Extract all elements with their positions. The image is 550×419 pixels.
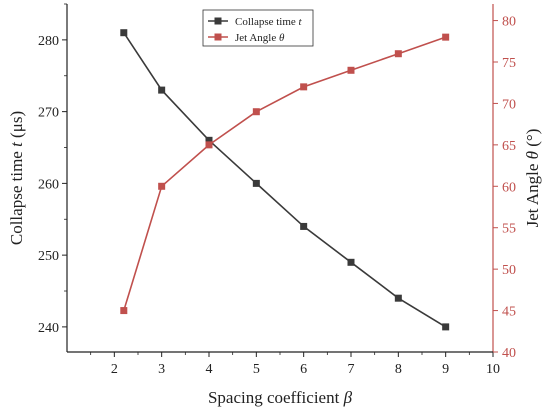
left-y-axis-title-symbol: t [7, 141, 26, 147]
legend: Collapse time t Jet Angle θ [202, 9, 314, 47]
left-y-tick-label: 280 [38, 34, 59, 49]
right-y-tick-label: 70 [502, 97, 516, 112]
left-y-axis-title: Collapse time t (μs) [7, 111, 26, 245]
left-y-tick-label: 260 [38, 177, 59, 192]
legend-marker-collapse-time [214, 17, 222, 25]
legend-label-jet-angle-text: Jet Angle [235, 32, 279, 44]
x-tick-label: 4 [206, 362, 213, 377]
legend-item-jet-angle: Jet Angle θ [208, 32, 285, 44]
x-tick-label: 5 [253, 362, 260, 377]
x-axis-ticks: 2 3 4 5 6 7 8 9 10 [90, 352, 500, 377]
left-y-axis-ticks: 240 250 260 270 280 [38, 3, 67, 336]
legend-item-collapse-time: Collapse time t [208, 16, 303, 28]
right-y-axis-ticks: 40 45 50 55 60 65 70 75 80 [493, 15, 516, 361]
collapse-time-point [158, 86, 166, 94]
jet-angle-point [347, 66, 355, 74]
legend-box [202, 9, 314, 47]
right-y-tick-label: 55 [502, 222, 516, 237]
jet-angle-point [120, 307, 128, 315]
x-axis-title: Spacing coefficient β [208, 388, 353, 407]
collapse-time-point [300, 222, 308, 230]
x-axis-title-text: Spacing coefficient [208, 388, 344, 407]
x-tick-label: 3 [158, 362, 165, 377]
legend-label-collapse-time-symbol: t [299, 16, 303, 28]
jet-angle-point [252, 108, 260, 116]
series-layer [120, 29, 450, 331]
right-y-tick-label: 40 [502, 346, 516, 361]
x-tick-label: 7 [348, 362, 355, 377]
legend-marker-jet-angle [214, 33, 222, 41]
jet-angle-point [158, 182, 166, 190]
left-y-tick-label: 270 [38, 106, 59, 121]
jet-angle-series-line [123, 36, 446, 311]
collapse-time-point [205, 136, 213, 144]
right-y-axis-title-text: Jet Angle [523, 159, 542, 227]
right-y-tick-label: 50 [502, 263, 516, 278]
left-y-axis-title-text: Collapse time [7, 147, 26, 245]
right-y-axis-title-unit: (°) [523, 129, 542, 151]
jet-angle-point [205, 141, 213, 149]
x-tick-label: 8 [395, 362, 402, 377]
right-y-axis-title-symbol: θ [523, 151, 542, 159]
right-y-tick-label: 45 [502, 305, 516, 320]
collapse-time-point [120, 29, 128, 37]
x-axis-title-symbol: β [343, 388, 353, 407]
jet-angle-point [394, 50, 402, 58]
legend-label-collapse-time-text: Collapse time [235, 16, 299, 28]
right-y-tick-label: 65 [502, 139, 516, 154]
left-y-axis-title-unit: (μs) [7, 111, 26, 142]
legend-label-collapse-time: Collapse time t [235, 16, 303, 28]
jet-angle-point [442, 33, 450, 41]
legend-label-jet-angle-symbol: θ [279, 32, 285, 44]
collapse-time-point [442, 323, 450, 331]
left-y-tick-label: 250 [38, 249, 59, 264]
collapse-time-point [394, 294, 402, 302]
x-tick-label: 2 [111, 362, 118, 377]
right-y-tick-label: 75 [502, 56, 516, 71]
right-y-tick-label: 60 [502, 180, 516, 195]
left-y-tick-label: 240 [38, 321, 59, 336]
right-y-tick-label: 80 [502, 15, 516, 30]
collapse-time-point [252, 179, 260, 187]
right-y-axis-title: Jet Angle θ (°) [523, 129, 542, 228]
collapse-time-series-line [123, 32, 447, 328]
x-tick-label: 9 [442, 362, 449, 377]
legend-label-jet-angle: Jet Angle θ [235, 32, 285, 44]
x-tick-label: 6 [300, 362, 307, 377]
jet-angle-point [300, 83, 308, 91]
collapse-time-point [347, 258, 355, 266]
x-tick-label: 10 [486, 362, 500, 377]
